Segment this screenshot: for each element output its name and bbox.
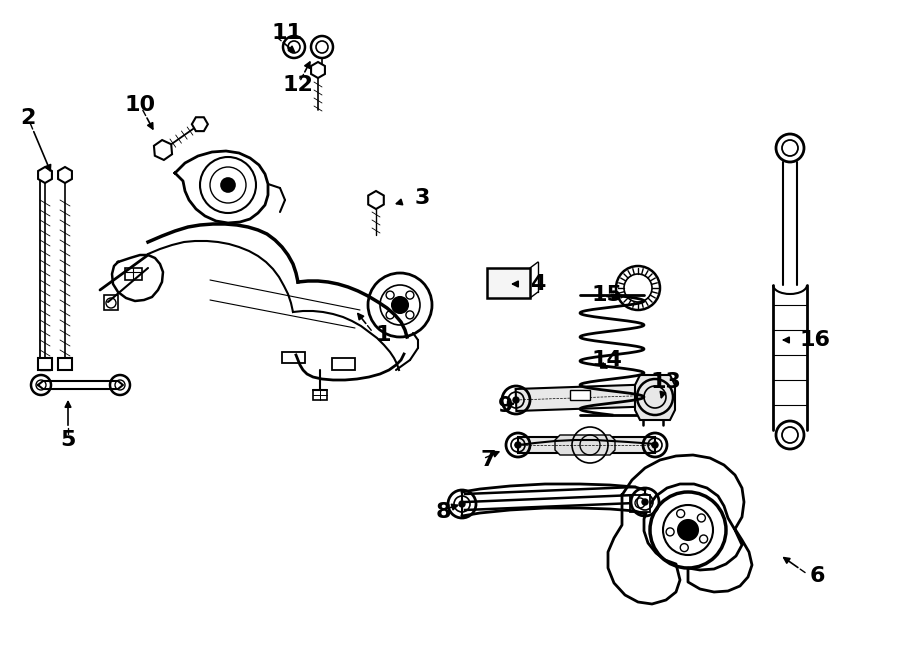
Polygon shape: [570, 390, 590, 400]
Polygon shape: [38, 167, 52, 183]
Text: 15: 15: [592, 285, 623, 305]
Text: 12: 12: [283, 75, 313, 95]
Polygon shape: [154, 140, 172, 160]
Text: 16: 16: [800, 330, 831, 350]
Text: 14: 14: [591, 350, 622, 370]
Text: 6: 6: [810, 566, 825, 586]
Text: 3: 3: [415, 188, 430, 208]
Circle shape: [459, 501, 465, 507]
Polygon shape: [635, 375, 675, 420]
Text: 7: 7: [480, 450, 496, 470]
Circle shape: [642, 499, 648, 505]
Polygon shape: [555, 435, 615, 455]
Text: 2: 2: [21, 108, 36, 128]
Text: 5: 5: [60, 430, 76, 450]
Text: 8: 8: [436, 502, 452, 522]
Polygon shape: [58, 167, 72, 183]
Circle shape: [221, 178, 235, 192]
Text: 4: 4: [530, 274, 545, 294]
Polygon shape: [516, 384, 661, 411]
Text: 1: 1: [375, 325, 391, 345]
Polygon shape: [311, 62, 325, 78]
Circle shape: [513, 397, 519, 403]
Polygon shape: [518, 437, 655, 453]
Text: 11: 11: [272, 23, 303, 43]
Polygon shape: [192, 117, 208, 131]
Text: 9: 9: [498, 396, 513, 416]
Polygon shape: [58, 358, 72, 370]
Circle shape: [515, 442, 521, 448]
Text: 10: 10: [124, 95, 156, 115]
Polygon shape: [630, 495, 650, 512]
Text: 13: 13: [651, 372, 681, 392]
Polygon shape: [368, 191, 383, 209]
Circle shape: [652, 442, 658, 448]
Circle shape: [392, 297, 408, 313]
Polygon shape: [38, 358, 52, 370]
Circle shape: [678, 520, 698, 540]
Polygon shape: [487, 268, 530, 298]
